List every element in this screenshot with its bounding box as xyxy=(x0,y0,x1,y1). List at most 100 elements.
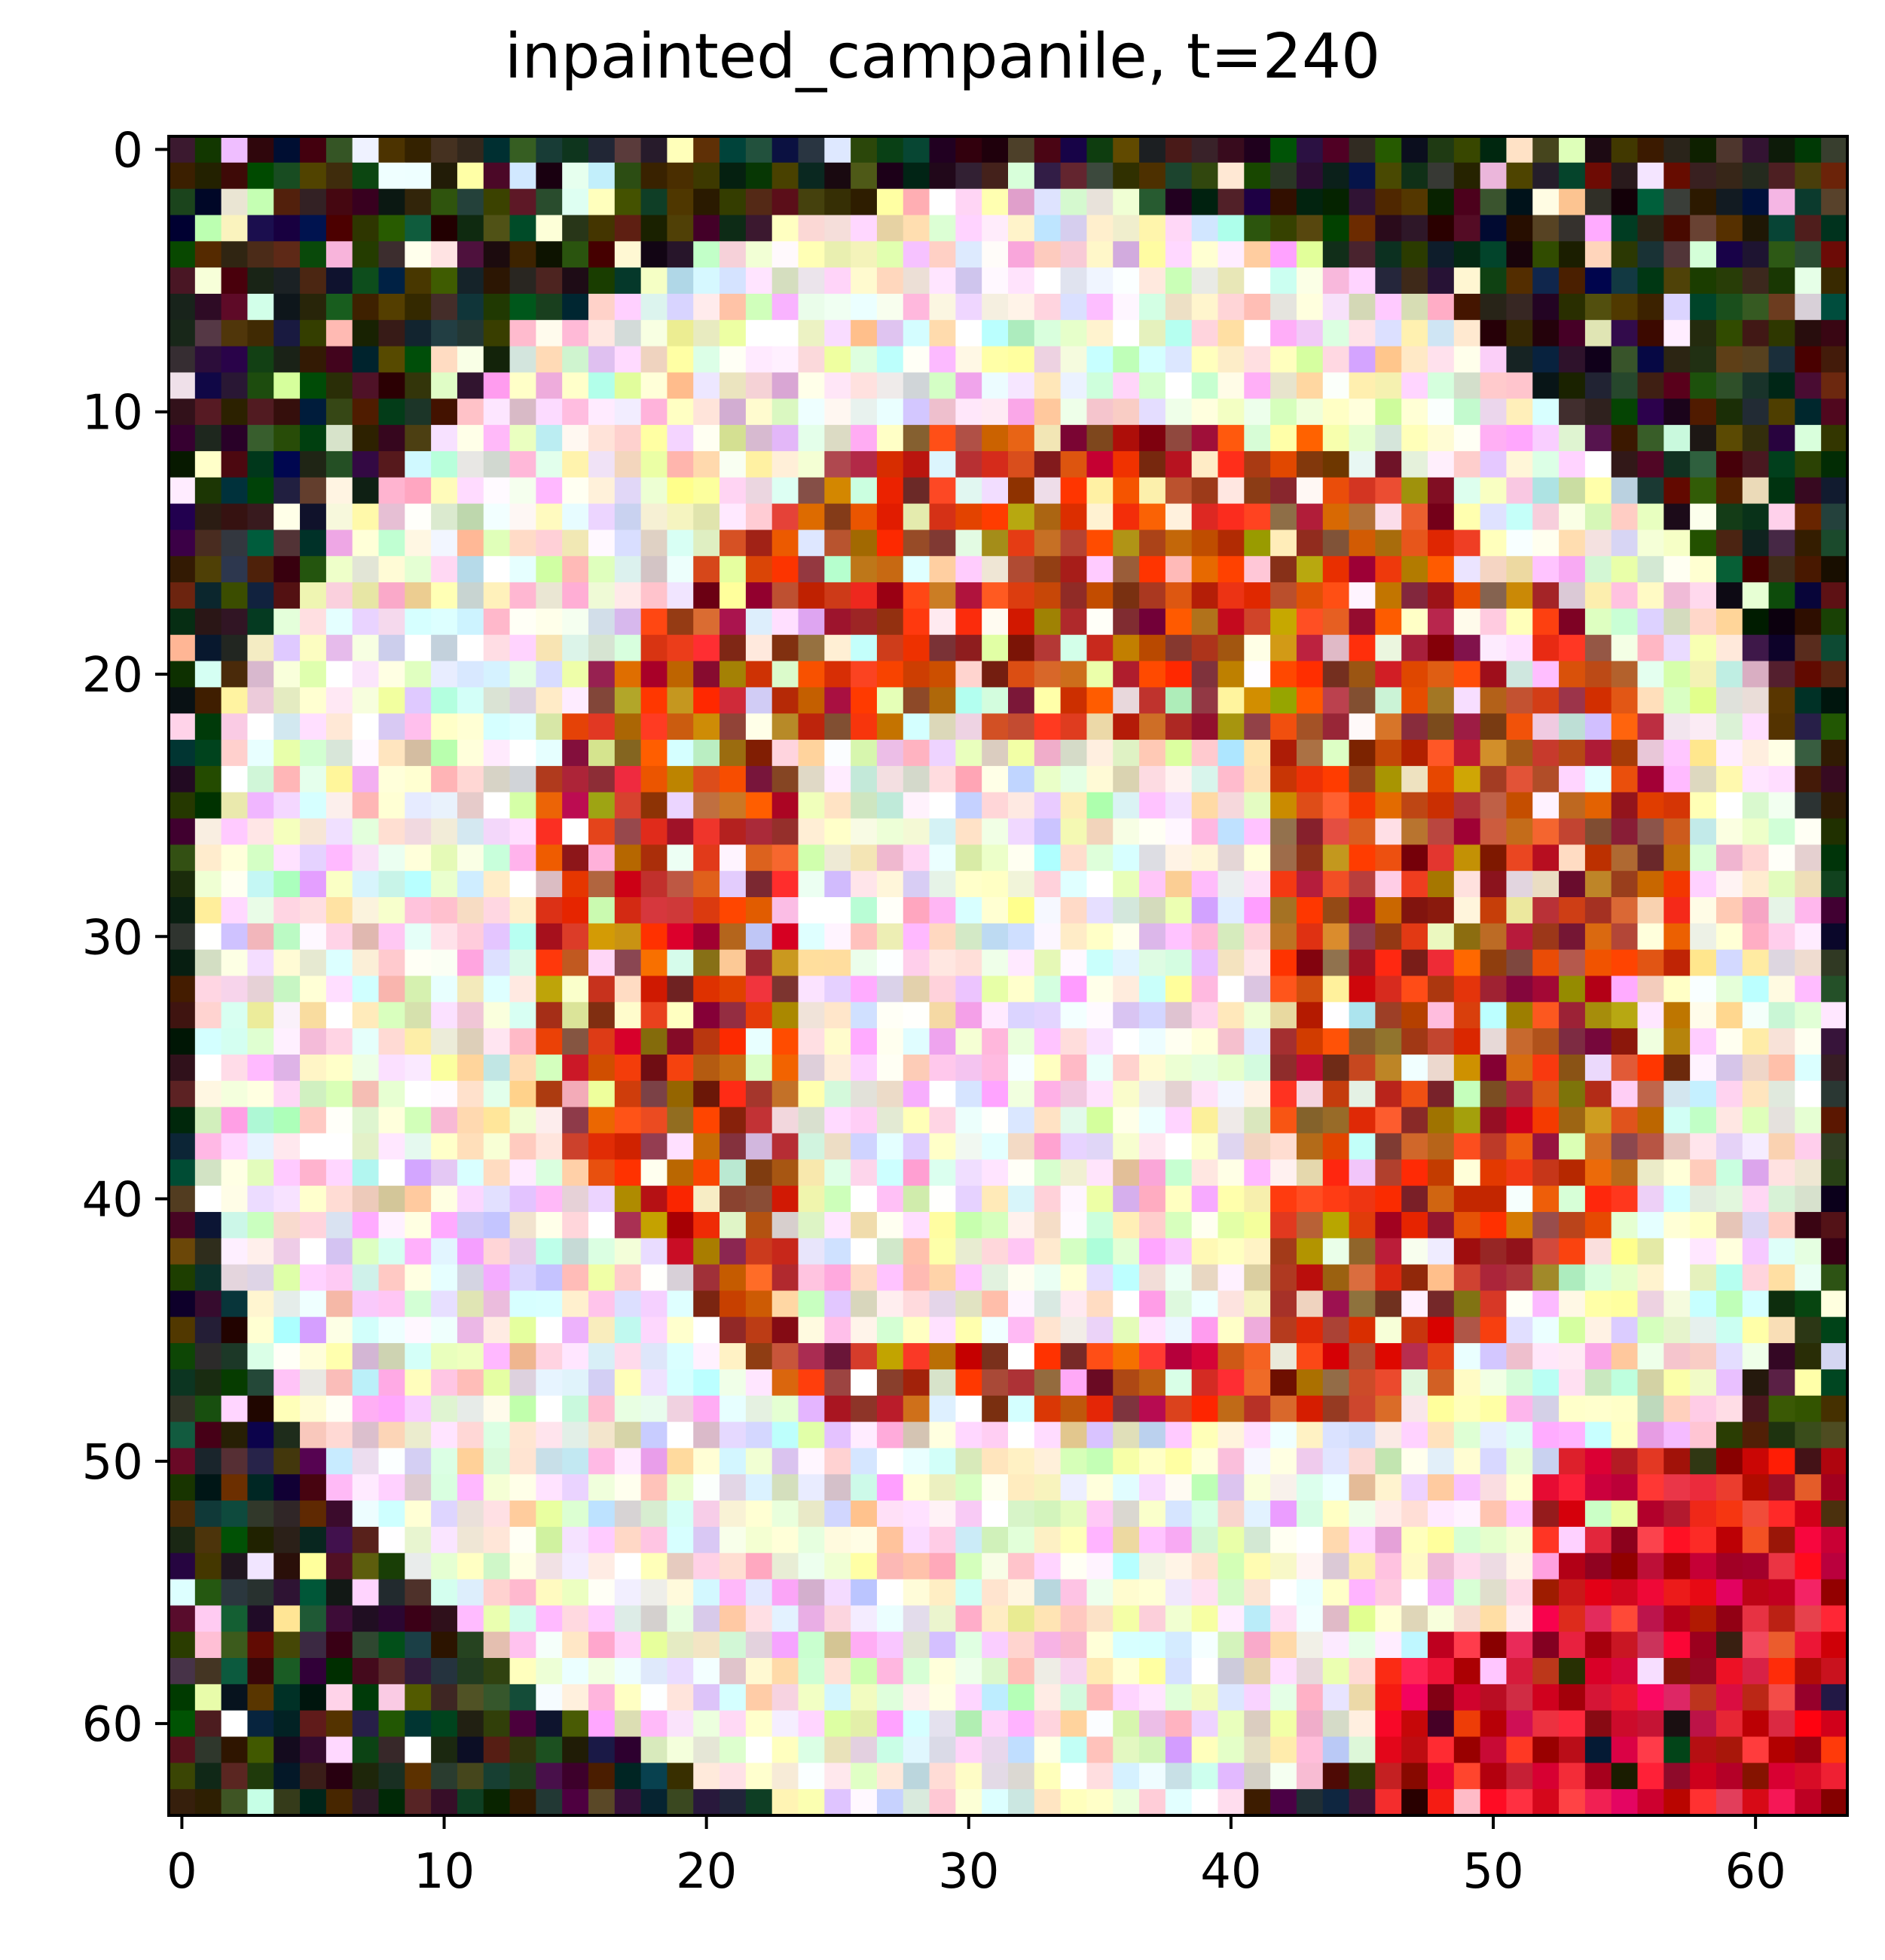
pixel xyxy=(509,608,536,636)
pixel xyxy=(457,765,484,793)
pixel xyxy=(352,1684,380,1711)
pixel xyxy=(667,1474,694,1501)
pixel xyxy=(1086,346,1114,374)
pixel xyxy=(378,530,405,557)
pixel xyxy=(325,1684,353,1711)
pixel xyxy=(1611,1290,1639,1317)
pixel xyxy=(325,1317,353,1344)
pixel xyxy=(1191,1632,1219,1659)
pixel xyxy=(431,1736,458,1763)
pixel xyxy=(1165,1684,1193,1711)
pixel xyxy=(1375,1552,1402,1580)
pixel xyxy=(1664,897,1691,924)
pixel xyxy=(1008,1552,1035,1580)
pixel xyxy=(1453,1501,1481,1528)
pixel xyxy=(1795,634,1822,662)
pixel xyxy=(1322,818,1350,845)
pixel xyxy=(562,1552,589,1580)
pixel xyxy=(1060,556,1088,583)
pixel xyxy=(405,949,432,977)
pixel xyxy=(1060,687,1088,714)
pixel xyxy=(300,1395,327,1423)
pixel xyxy=(1584,477,1612,505)
pixel xyxy=(1428,530,1455,557)
pixel xyxy=(1165,582,1193,609)
pixel xyxy=(719,1526,747,1554)
pixel xyxy=(1664,188,1691,216)
pixel xyxy=(509,1317,536,1344)
pixel xyxy=(1322,1080,1350,1108)
pixel xyxy=(300,1579,327,1606)
pixel xyxy=(851,1789,878,1816)
pixel xyxy=(1375,425,1402,452)
pixel xyxy=(1296,897,1324,924)
pixel xyxy=(1742,1343,1770,1370)
pixel xyxy=(1270,556,1297,583)
pixel xyxy=(1559,792,1586,820)
pixel xyxy=(1217,740,1245,767)
pixel xyxy=(1768,949,1795,977)
pixel xyxy=(1244,634,1271,662)
pixel xyxy=(1086,1369,1114,1397)
pixel xyxy=(1453,1605,1481,1632)
pixel xyxy=(1008,1080,1035,1108)
pixel xyxy=(1165,1264,1193,1292)
pixel xyxy=(1742,897,1770,924)
pixel xyxy=(693,871,720,898)
pixel xyxy=(1480,1264,1508,1292)
pixel xyxy=(1375,818,1402,845)
pixel xyxy=(405,1501,432,1528)
pixel xyxy=(903,1317,930,1344)
pixel xyxy=(745,293,773,321)
pixel xyxy=(169,1369,196,1397)
pixel xyxy=(1559,1684,1586,1711)
pixel xyxy=(169,1002,196,1029)
pixel xyxy=(1428,1002,1455,1029)
pixel xyxy=(1191,1369,1219,1397)
pixel xyxy=(876,687,904,714)
pixel xyxy=(1664,1264,1691,1292)
pixel xyxy=(1664,1054,1691,1082)
pixel xyxy=(824,1002,851,1029)
pixel xyxy=(1165,975,1193,1003)
pixel xyxy=(1008,740,1035,767)
pixel xyxy=(1008,1395,1035,1423)
pixel xyxy=(955,661,982,688)
pixel xyxy=(1165,871,1193,898)
pixel xyxy=(457,1421,484,1449)
pixel xyxy=(194,1395,222,1423)
pixel xyxy=(273,241,301,268)
pixel xyxy=(1428,188,1455,216)
pixel xyxy=(1742,661,1770,688)
pixel xyxy=(824,450,851,478)
pixel xyxy=(824,319,851,347)
pixel xyxy=(483,608,511,636)
pixel xyxy=(588,923,616,951)
pixel xyxy=(851,1107,878,1134)
pixel xyxy=(1322,634,1350,662)
pixel xyxy=(640,1080,668,1108)
pixel xyxy=(1060,1080,1088,1108)
pixel xyxy=(562,871,589,898)
pixel xyxy=(667,871,694,898)
pixel xyxy=(1480,1501,1508,1528)
pixel xyxy=(562,477,589,505)
pixel xyxy=(1191,1658,1219,1685)
pixel xyxy=(798,1159,825,1186)
pixel xyxy=(1742,713,1770,740)
pixel xyxy=(1453,608,1481,636)
pixel xyxy=(588,425,616,452)
pixel xyxy=(483,871,511,898)
pixel xyxy=(982,871,1009,898)
pixel xyxy=(1637,1474,1664,1501)
pixel xyxy=(771,1736,799,1763)
pixel xyxy=(247,319,274,347)
pixel xyxy=(1375,556,1402,583)
pixel xyxy=(903,1264,930,1292)
pixel xyxy=(1428,1264,1455,1292)
pixel xyxy=(1637,897,1664,924)
pixel xyxy=(378,398,405,426)
pixel xyxy=(300,1264,327,1292)
pixel xyxy=(771,530,799,557)
pixel xyxy=(588,687,616,714)
